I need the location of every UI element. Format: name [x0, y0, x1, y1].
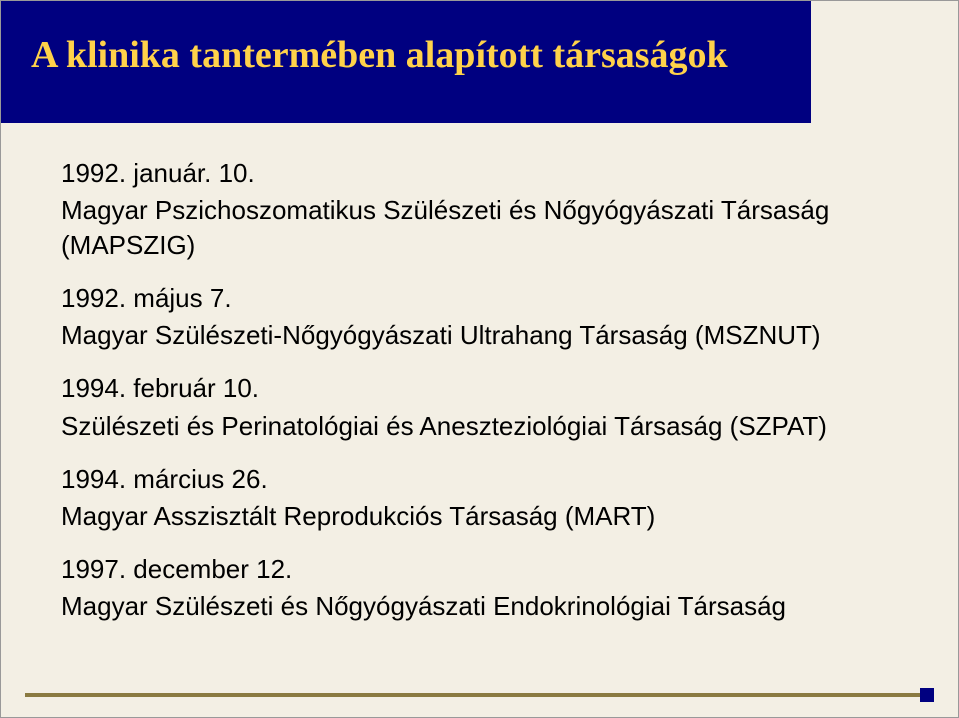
- title-box: A klinika tantermében alapított társaság…: [1, 1, 811, 123]
- slide: A klinika tantermében alapított társaság…: [0, 0, 959, 718]
- entry: 1992. január. 10. Magyar Pszichoszomatik…: [61, 156, 898, 263]
- entry-org: Magyar Szülészeti és Nőgyógyászati Endok…: [61, 589, 898, 624]
- entry-date: 1997. december 12.: [61, 552, 898, 587]
- entry-org: Szülészeti és Perinatológiai és Anesztez…: [61, 409, 898, 444]
- entry: 1994. február 10. Szülészeti és Perinato…: [61, 371, 898, 443]
- entry-date: 1994. március 26.: [61, 462, 898, 497]
- slide-title: A klinika tantermében alapított társaság…: [31, 34, 728, 76]
- entry: 1992. május 7. Magyar Szülészeti-Nőgyógy…: [61, 281, 898, 353]
- entry: 1997. december 12. Magyar Szülészeti és …: [61, 552, 898, 624]
- entry-org: Magyar Pszichoszomatikus Szülészeti és N…: [61, 193, 898, 263]
- entry-org: Magyar Asszisztált Reprodukciós Társaság…: [61, 499, 898, 534]
- entry-org: Magyar Szülészeti-Nőgyógyászati Ultrahan…: [61, 318, 898, 353]
- bottom-accent-bar: [25, 693, 934, 697]
- entry: 1994. március 26. Magyar Asszisztált Rep…: [61, 462, 898, 534]
- corner-square-icon: [920, 688, 934, 702]
- entry-date: 1992. május 7.: [61, 281, 898, 316]
- entry-date: 1992. január. 10.: [61, 156, 898, 191]
- content-body: 1992. január. 10. Magyar Pszichoszomatik…: [61, 156, 898, 677]
- entry-date: 1994. február 10.: [61, 371, 898, 406]
